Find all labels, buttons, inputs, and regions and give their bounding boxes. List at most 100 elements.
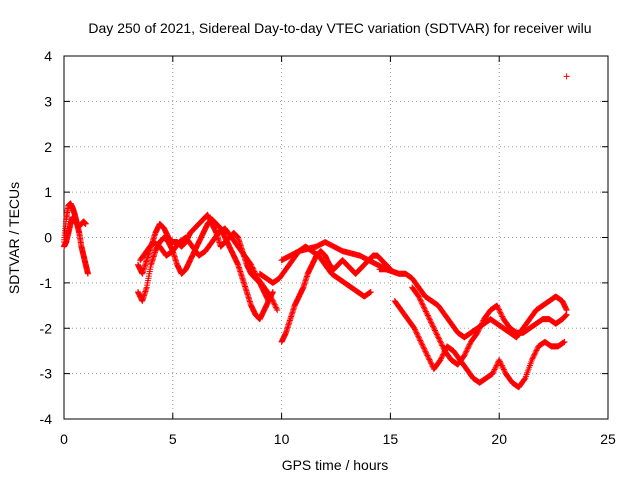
- data-point: [425, 353, 432, 360]
- data-point: [413, 330, 420, 337]
- series-arc-11: [409, 284, 570, 368]
- data-point: [496, 357, 503, 364]
- data-point: [273, 305, 280, 312]
- data-point: [419, 301, 426, 308]
- data-point: [421, 305, 428, 312]
- data-point: [417, 337, 424, 344]
- y-tick-label: -4: [40, 411, 53, 427]
- data-point: [494, 302, 501, 309]
- data-point: [438, 355, 445, 362]
- data-point: [425, 313, 432, 320]
- data-point: [532, 348, 539, 355]
- x-tick-label: 0: [60, 431, 68, 447]
- data-point: [479, 318, 486, 325]
- data-point: [413, 329, 420, 336]
- data-point: [268, 294, 275, 301]
- y-tick-label: 0: [44, 230, 52, 246]
- data-point: [422, 308, 429, 315]
- data-point: [411, 326, 418, 333]
- data-point: [249, 264, 256, 271]
- data-point: [417, 297, 424, 304]
- data-point: [533, 347, 540, 354]
- data-point: [426, 315, 433, 322]
- x-tick-label: 25: [600, 431, 616, 447]
- data-point: [493, 362, 500, 369]
- y-tick-label: -2: [40, 320, 53, 336]
- grid-lines: [64, 56, 608, 419]
- data-point: [428, 320, 435, 327]
- data-point: [428, 319, 435, 326]
- data-point: [497, 310, 504, 317]
- data-point: [426, 316, 433, 323]
- data-point: [475, 328, 482, 335]
- y-tick-label: 3: [44, 93, 52, 109]
- series-arc-2: [61, 214, 89, 250]
- data-point: [431, 326, 438, 333]
- data-points: [61, 73, 570, 391]
- data-point: [269, 288, 276, 295]
- data-point: [477, 324, 484, 331]
- data-point: [563, 73, 570, 80]
- data-point: [415, 293, 422, 300]
- data-point: [563, 311, 570, 318]
- data-point: [561, 338, 568, 345]
- data-point: [418, 300, 425, 307]
- data-point: [269, 296, 276, 303]
- y-axis-label: SDTVAR / TECUs: [6, 182, 22, 294]
- data-point: [423, 349, 430, 356]
- data-point: [274, 307, 281, 314]
- data-point: [462, 349, 469, 356]
- data-point: [435, 334, 442, 341]
- data-point: [437, 357, 444, 364]
- data-point: [438, 341, 445, 348]
- data-point: [528, 357, 535, 364]
- data-point: [267, 293, 274, 300]
- data-point: [498, 312, 505, 319]
- data-point: [465, 342, 472, 349]
- data-point: [433, 330, 440, 337]
- data-point: [499, 363, 506, 370]
- data-point: [250, 267, 257, 274]
- data-point: [439, 342, 446, 349]
- data-point: [427, 359, 434, 366]
- data-point: [270, 300, 277, 307]
- data-point: [272, 303, 279, 310]
- data-point: [521, 376, 528, 383]
- data-point: [253, 272, 260, 279]
- data-point: [437, 339, 444, 346]
- data-point: [417, 338, 424, 345]
- data-point: [427, 357, 434, 364]
- data-point: [415, 334, 422, 341]
- x-axis-label: GPS time / hours: [282, 457, 389, 473]
- data-point: [463, 348, 470, 355]
- data-point: [439, 343, 446, 350]
- data-point: [529, 355, 536, 362]
- data-point: [498, 361, 505, 368]
- series-arc-8: [278, 239, 390, 273]
- data-point: [440, 345, 447, 352]
- data-point: [432, 327, 439, 334]
- data-point: [532, 350, 539, 357]
- data-point: [498, 362, 505, 369]
- data-point: [501, 367, 508, 374]
- data-point: [420, 344, 427, 351]
- data-point: [418, 298, 425, 305]
- y-tick-label: 2: [44, 139, 52, 155]
- data-point: [492, 365, 499, 372]
- data-point: [367, 288, 374, 295]
- data-point: [475, 327, 482, 334]
- data-point: [494, 303, 501, 310]
- data-point: [82, 220, 89, 227]
- data-point: [250, 265, 257, 272]
- data-point: [499, 313, 506, 320]
- data-point: [497, 359, 504, 366]
- data-point: [427, 317, 434, 324]
- data-point: [534, 346, 541, 353]
- data-point: [429, 322, 436, 329]
- data-point: [433, 331, 440, 338]
- y-tick-labels: -4 -3 -2 -1 0 1 2 3 4: [40, 48, 53, 427]
- data-point: [415, 333, 422, 340]
- data-point: [477, 322, 484, 329]
- data-point: [84, 270, 91, 277]
- data-point: [421, 345, 428, 352]
